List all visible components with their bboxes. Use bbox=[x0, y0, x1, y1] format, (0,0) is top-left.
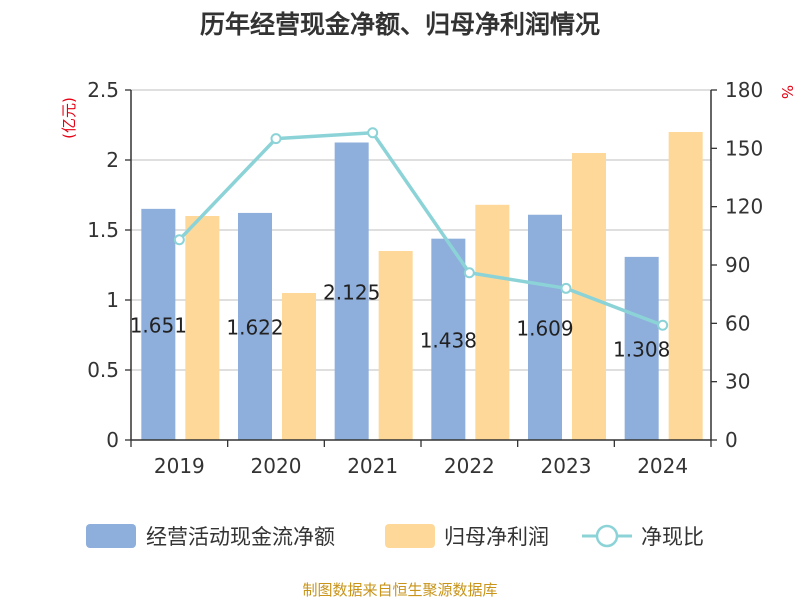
bar-cashflow bbox=[528, 214, 562, 440]
right-tick-label: 150 bbox=[725, 136, 763, 160]
bar-cashflow bbox=[624, 256, 659, 440]
right-tick-label: 60 bbox=[725, 311, 750, 335]
x-tick-label: 2020 bbox=[251, 454, 302, 478]
bar-cashflow bbox=[431, 238, 466, 440]
right-tick-label: 30 bbox=[725, 370, 750, 394]
data-label-cashflow: 1.651 bbox=[130, 313, 187, 337]
bar-net-profit bbox=[475, 204, 510, 440]
x-tick-label: 2024 bbox=[637, 454, 688, 478]
data-labels: 1.651 1.622 2.125 1.438 1.609 1.308 bbox=[130, 280, 671, 361]
source-note: 制图数据来自恒生聚源数据库 bbox=[302, 581, 497, 599]
legend-swatch-net-profit bbox=[385, 524, 435, 548]
chart-title: 历年经营现金净额、归母净利润情况 bbox=[200, 10, 600, 39]
data-label-cashflow: 1.609 bbox=[516, 316, 573, 340]
ratio-line-path bbox=[178, 131, 664, 327]
data-label-cashflow: 1.308 bbox=[613, 337, 670, 361]
data-label-cashflow: 1.438 bbox=[420, 328, 477, 352]
data-label-cashflow: 2.125 bbox=[323, 280, 380, 304]
left-tick-label: 2.5 bbox=[87, 78, 119, 102]
left-tick-label: 0 bbox=[106, 428, 119, 452]
gridlines bbox=[131, 89, 711, 371]
legend-marker-ratio bbox=[595, 524, 619, 548]
axes: 0 0.5 1 1.5 2 2.5 0 30 60 90 120 150 180 2019 2020 2021… bbox=[87, 78, 763, 478]
bar-net-profit bbox=[185, 216, 220, 440]
x-tick-label: 2023 bbox=[541, 454, 592, 478]
bar-cashflow bbox=[334, 142, 369, 440]
legend-swatch-cashflow bbox=[86, 524, 136, 548]
legend-label-ratio: 净现比 bbox=[641, 525, 704, 549]
left-axis-unit: (亿元) bbox=[60, 97, 78, 139]
right-tick-label: 180 bbox=[725, 78, 763, 102]
ratio-point bbox=[463, 267, 475, 279]
bar-net-profit bbox=[282, 293, 316, 440]
left-tick-label: 1.5 bbox=[87, 218, 119, 242]
right-tick-label: 120 bbox=[725, 195, 763, 219]
bar-net-profit bbox=[378, 251, 413, 440]
bars bbox=[141, 132, 703, 440]
left-tick-label: 1 bbox=[106, 288, 119, 312]
data-label-cashflow: 1.622 bbox=[226, 315, 283, 339]
x-tick-label: 2022 bbox=[444, 454, 495, 478]
x-tick-label: 2019 bbox=[154, 454, 205, 478]
x-tick-label: 2021 bbox=[347, 454, 398, 478]
bar-net-profit bbox=[668, 132, 703, 440]
right-tick-label: 0 bbox=[725, 428, 738, 452]
ratio-point bbox=[367, 127, 379, 139]
legend-label-net-profit: 归母净利润 bbox=[444, 525, 549, 549]
ratio-point bbox=[560, 282, 572, 294]
ratio-point bbox=[173, 234, 185, 246]
ratio-line bbox=[173, 127, 669, 331]
ratio-point bbox=[270, 133, 282, 145]
bar-cashflow bbox=[238, 212, 272, 440]
ratio-point bbox=[657, 319, 669, 331]
left-tick-label: 0.5 bbox=[87, 358, 119, 382]
bar-cashflow bbox=[141, 208, 176, 440]
left-tick-label: 2 bbox=[106, 148, 119, 172]
right-tick-label: 90 bbox=[725, 253, 750, 277]
legend-label-cashflow: 经营活动现金流净额 bbox=[146, 525, 335, 549]
right-axis-unit: % bbox=[778, 85, 796, 99]
legend: 经营活动现金流净额 归母净利润 净现比 bbox=[86, 524, 704, 549]
